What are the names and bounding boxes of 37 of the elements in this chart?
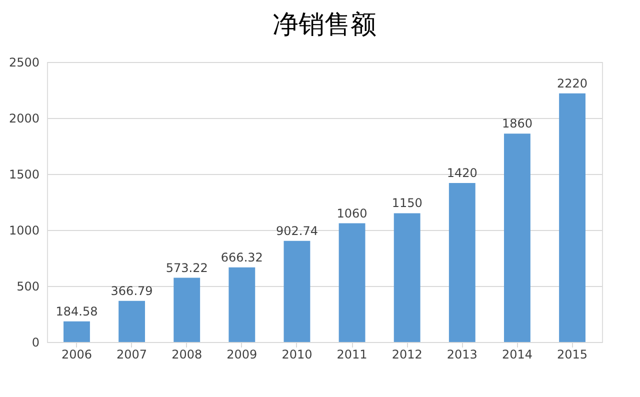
bar (64, 321, 90, 342)
data-label: 1420 (446, 166, 478, 180)
x-tick-label: 2012 (392, 348, 422, 362)
x-tick-label: 2008 (172, 348, 202, 362)
data-label: 573.22 (166, 260, 208, 275)
chart-title: 净销售额 (272, 10, 376, 40)
y-tick-label: 2000 (8, 112, 40, 126)
bar (228, 267, 256, 342)
y-tick-label: 1500 (8, 168, 40, 182)
x-tick-label: 2013 (446, 348, 478, 362)
bar (338, 223, 366, 342)
x-tick-label: 2015 (556, 348, 588, 362)
y-tick-label: 2500 (8, 56, 40, 70)
x-tick-label: 2014 (502, 348, 532, 362)
y-tick-label: 1000 (8, 224, 40, 238)
bar (174, 278, 200, 342)
x-tick-label: 2010 (282, 348, 312, 362)
bar (559, 93, 586, 342)
data-label: 666.32 (220, 250, 263, 264)
data-label: 1060 (336, 206, 368, 220)
data-label: 1860 (502, 116, 532, 131)
data-label: 902.74 (276, 224, 318, 238)
data-label: 2220 (556, 76, 588, 90)
bar (118, 300, 146, 342)
data-label: 1150 (392, 196, 422, 210)
bar (448, 182, 476, 342)
data-label: 366.79 (110, 284, 153, 298)
x-tick-label: 2009 (226, 348, 258, 362)
x-tick-label: 2006 (61, 348, 92, 362)
bar (394, 213, 420, 342)
y-tick-label: 500 (16, 280, 40, 294)
bar (284, 240, 310, 342)
data-label: 184.58 (56, 304, 98, 318)
x-tick-label: 2007 (116, 348, 148, 362)
x-tick-label: 2011 (336, 348, 368, 362)
bar (504, 134, 530, 342)
y-tick-label: 0 (32, 336, 40, 350)
